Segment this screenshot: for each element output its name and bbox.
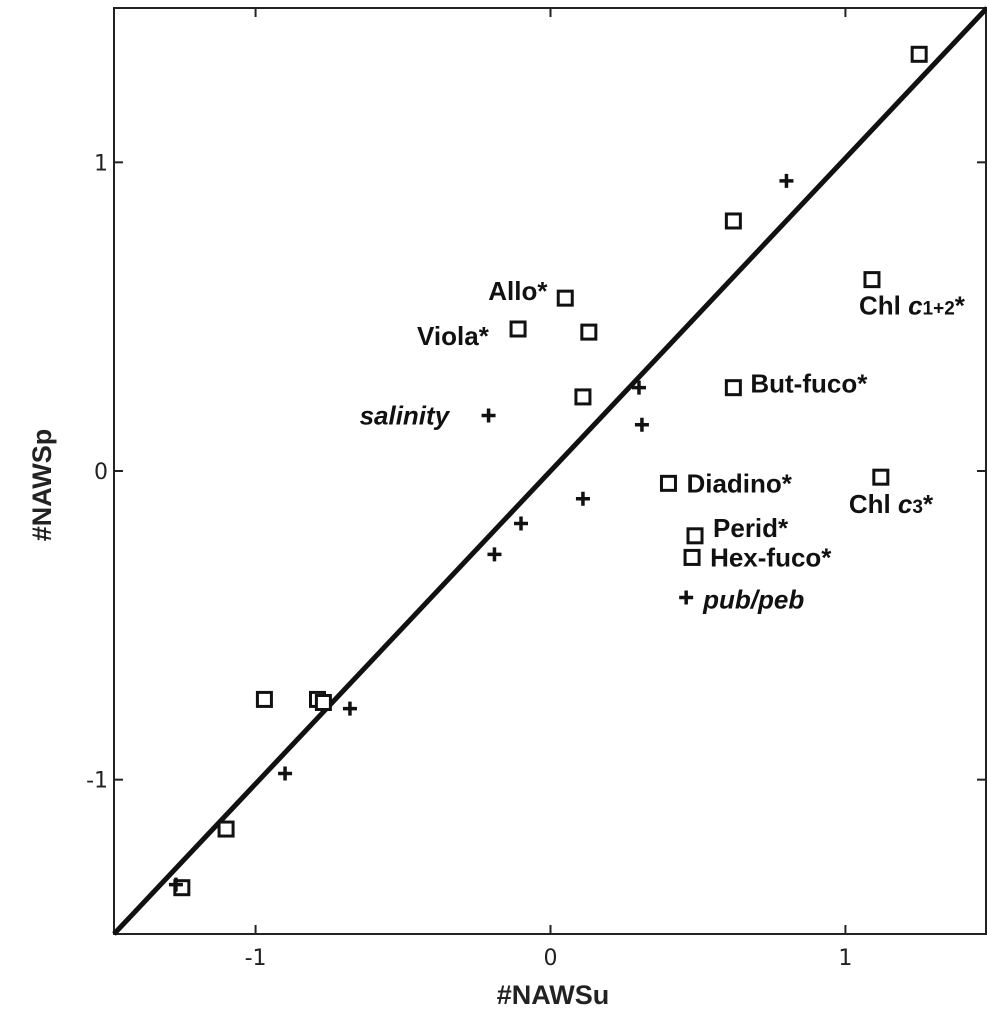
x-axis-title: #NAWSu: [497, 980, 610, 1010]
cross-marker: [631, 380, 646, 395]
x-tick-label: -1: [245, 946, 267, 971]
cross-marker: [679, 590, 694, 605]
y-tick-label: 0: [94, 460, 108, 485]
square-marker: [580, 323, 598, 341]
square-marker: [574, 388, 592, 406]
square-marker: [509, 320, 527, 338]
square-marker: [872, 468, 890, 486]
cross-marker: [634, 417, 649, 432]
cross-marker: [342, 701, 357, 716]
cross-marker: [487, 547, 502, 562]
axis-ticks: -1 0 1 -1 0 1: [86, 8, 986, 971]
y-axis-title: #NAWSp: [27, 429, 57, 542]
point-label: Chl c1+2*: [859, 291, 966, 321]
cross-marker: [481, 408, 496, 423]
x-tick-label: 1: [838, 946, 852, 971]
square-marker: [686, 527, 704, 545]
point-label: Perid*: [713, 513, 789, 543]
square-marker: [659, 474, 677, 492]
cross-marker: [278, 766, 293, 781]
point-label: salinity: [360, 400, 451, 430]
point-label: Chl c3*: [849, 489, 934, 519]
point-labels: Allo* Viola* Chl c1+2* But-fuco* Chl c3* Diad…: [360, 276, 966, 614]
cross-marker: [575, 491, 590, 506]
point-label: Hex-fuco*: [710, 542, 832, 572]
reference-line: [112, 6, 987, 936]
square-marker: [556, 289, 574, 307]
y-tick-label: 1: [94, 151, 108, 176]
one-to-one-line: [112, 6, 987, 936]
square-marker: [683, 548, 701, 566]
cross-marker: [514, 516, 529, 531]
data-points: [168, 45, 928, 897]
square-marker: [724, 212, 742, 230]
point-label: Viola*: [417, 321, 490, 351]
x-tick-label: 0: [544, 946, 558, 971]
square-marker: [314, 694, 332, 711]
square-marker: [863, 271, 881, 289]
square-marker: [910, 45, 928, 63]
square-marker: [255, 690, 273, 708]
square-marker: [724, 379, 742, 397]
point-label: Diadino*: [686, 468, 792, 498]
cross-marker: [779, 173, 794, 188]
point-label: Allo*: [488, 276, 548, 306]
point-label: pub/peb: [702, 585, 804, 615]
point-label: But-fuco*: [750, 369, 868, 399]
cross-marker: [168, 877, 183, 892]
y-tick-label: -1: [86, 769, 108, 794]
square-marker: [217, 820, 235, 838]
